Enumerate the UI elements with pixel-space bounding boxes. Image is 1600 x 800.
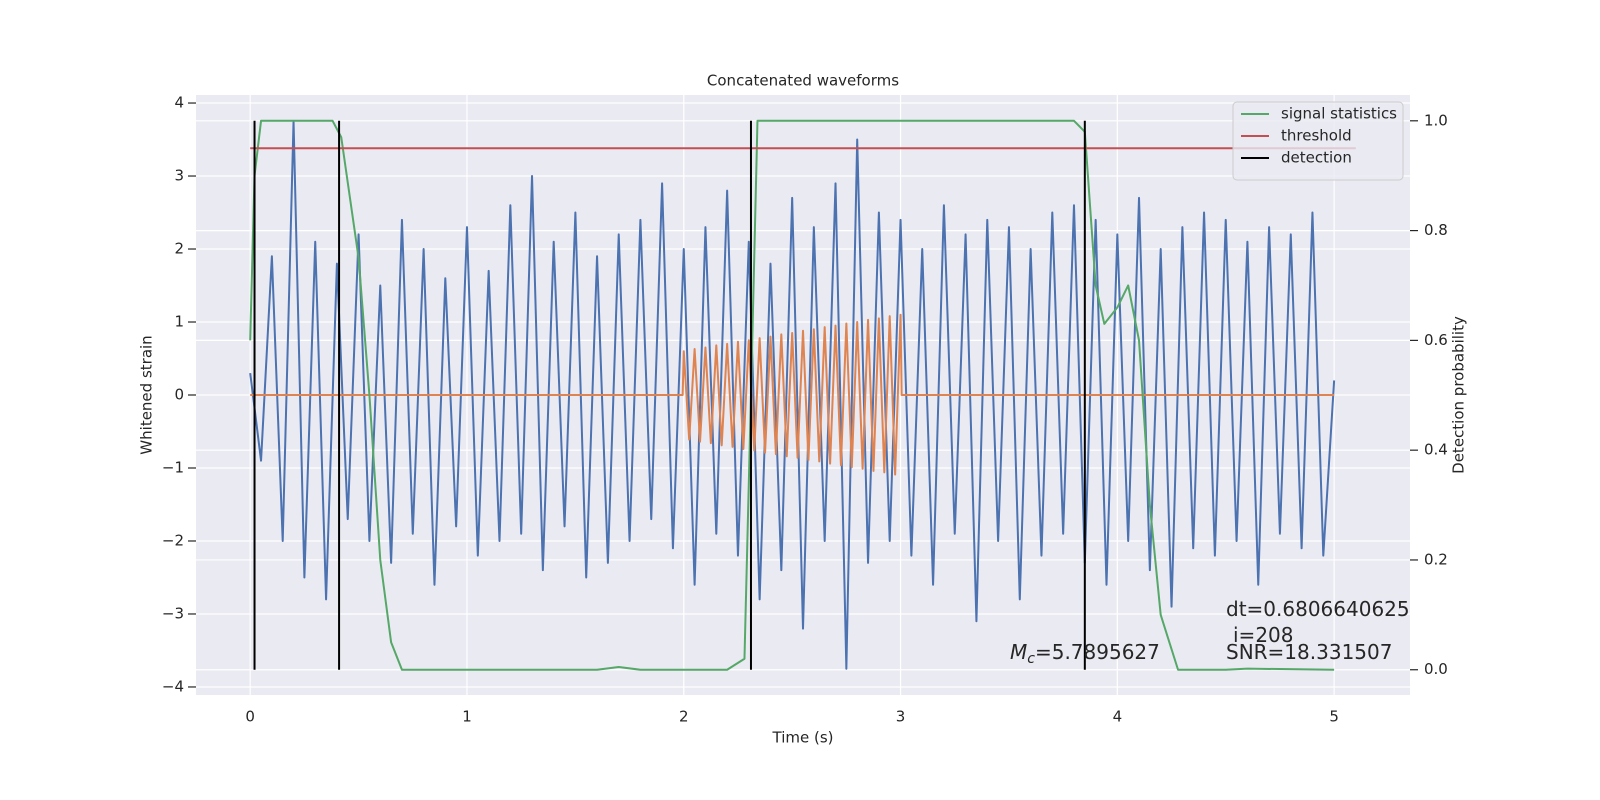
annotation-i: i=208 — [1233, 623, 1294, 647]
x-tick-label: 1 — [462, 708, 472, 726]
x-tick-label: 3 — [896, 708, 906, 726]
x-tick-label: 4 — [1113, 708, 1123, 726]
y-tick-label: 1 — [174, 313, 184, 331]
chart-title: Concatenated waveforms — [707, 72, 899, 90]
legend-label: threshold — [1281, 127, 1352, 145]
y2-tick-label: 0.8 — [1424, 221, 1448, 239]
y2-tick-label: 0.0 — [1424, 660, 1448, 678]
y2-tick-label: 0.6 — [1424, 331, 1448, 349]
legend-box — [1232, 101, 1404, 181]
x-tick-label: 5 — [1329, 708, 1339, 726]
y-tick-label: −3 — [162, 604, 184, 622]
y-tick-label: −4 — [162, 677, 184, 695]
series-line — [249, 120, 1336, 670]
legend-label: detection — [1281, 149, 1352, 167]
y2-axis-label: Detection probability — [1450, 316, 1468, 474]
annotation-snr: SNR=18.331507 — [1226, 640, 1392, 664]
x-axis-label: Time (s) — [772, 729, 834, 747]
y-tick-label: −1 — [162, 458, 184, 476]
y-tick-label: −2 — [162, 531, 184, 549]
legend-label: signal statistics — [1281, 105, 1397, 123]
annotation-dt: dt=0.6806640625 — [1226, 597, 1410, 621]
mc-subscript: c — [1027, 651, 1035, 667]
x-tick-label: 2 — [679, 708, 689, 726]
y2-tick-label: 1.0 — [1424, 111, 1448, 129]
y2-tick-label: 0.4 — [1424, 441, 1448, 459]
y-axis-label: Whitened strain — [138, 335, 156, 454]
series-line — [250, 313, 1335, 476]
y-tick-label: 0 — [174, 386, 184, 404]
y-tick-label: 3 — [174, 167, 184, 185]
y-tick-label: 4 — [174, 94, 184, 112]
mc-symbol: M — [1010, 640, 1027, 664]
x-tick-label: 0 — [245, 708, 255, 726]
mc-text: =5.7895627 — [1035, 640, 1160, 664]
annotation-mc: Mc=5.7895627 — [1010, 640, 1160, 667]
series-line — [249, 119, 1335, 671]
y-tick-label: 2 — [174, 240, 184, 258]
y2-tick-label: 0.2 — [1424, 550, 1448, 568]
